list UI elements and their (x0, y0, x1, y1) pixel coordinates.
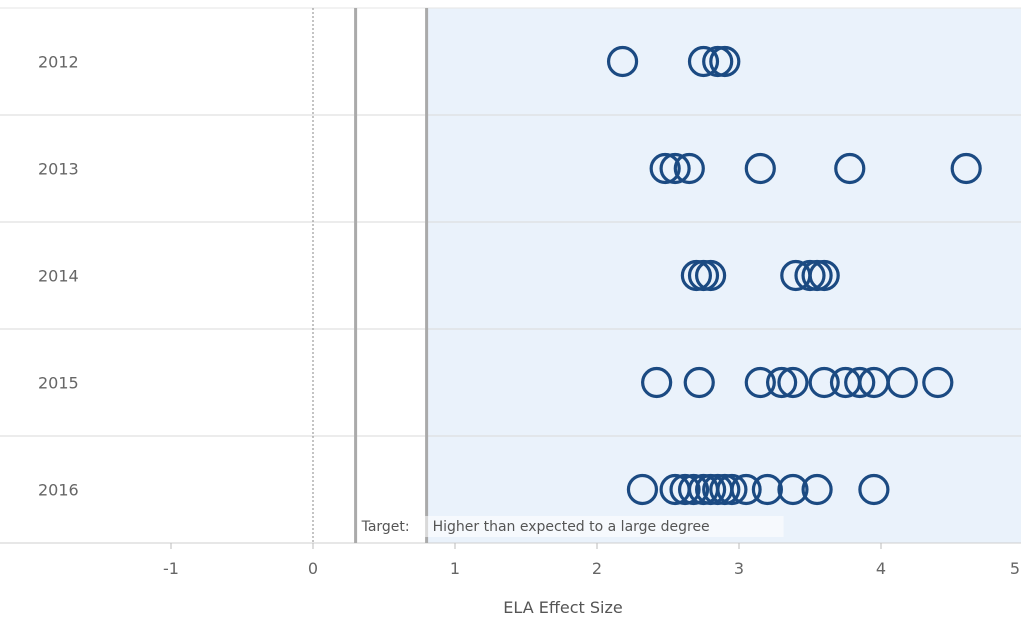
data-point-2014[interactable] (808, 259, 840, 292)
data-point-2015[interactable] (808, 366, 840, 399)
row-label-2015: 2015 (38, 374, 79, 393)
data-point-2016[interactable] (669, 473, 701, 506)
x-tick-label: 4 (876, 559, 886, 578)
x-axis-title: ELA Effect Size (503, 598, 622, 617)
data-point-2016[interactable] (694, 473, 727, 506)
data-point-2012[interactable] (709, 45, 741, 78)
data-point-2014[interactable] (680, 259, 713, 292)
data-point-2014[interactable] (801, 259, 833, 292)
data-point-2015[interactable] (922, 366, 954, 399)
data-point-2013[interactable] (834, 152, 866, 185)
data-point-2015[interactable] (886, 366, 918, 399)
data-point-2014[interactable] (794, 259, 826, 292)
x-tick-label: -1 (163, 559, 179, 578)
data-point-2015[interactable] (641, 366, 673, 399)
row-label-2016: 2016 (38, 481, 79, 500)
data-point-2013[interactable] (673, 152, 705, 185)
data-point-2016[interactable] (677, 473, 710, 506)
row-label-2014: 2014 (38, 267, 79, 286)
x-tick-label: 3 (734, 559, 744, 578)
data-point-2015[interactable] (744, 366, 776, 399)
data-point-2016[interactable] (801, 473, 833, 506)
data-point-2013[interactable] (744, 152, 776, 185)
data-point-2016[interactable] (777, 473, 809, 506)
row-label-2013: 2013 (38, 160, 79, 179)
data-point-2012[interactable] (687, 45, 720, 78)
data-point-2015[interactable] (765, 366, 798, 399)
annotation-background (358, 516, 784, 537)
data-point-2012[interactable] (702, 45, 734, 78)
x-tick-label: 5 (1010, 559, 1020, 578)
data-point-2013[interactable] (950, 152, 982, 185)
annotation-prefix: Target: (361, 519, 410, 535)
x-tick-label: 1 (450, 559, 460, 578)
data-point-2014[interactable] (687, 259, 720, 292)
annotation-text: Higher than expected to a large degree (433, 519, 710, 535)
data-point-2016[interactable] (716, 473, 748, 506)
data-point-2015[interactable] (683, 366, 715, 399)
data-point-2015[interactable] (844, 366, 876, 399)
row-label-2012: 2012 (38, 53, 79, 72)
data-point-2013[interactable] (659, 152, 691, 185)
x-tick-label: 0 (308, 559, 318, 578)
data-point-2016[interactable] (709, 473, 741, 506)
data-point-2016[interactable] (751, 473, 784, 506)
data-point-2015[interactable] (777, 366, 809, 399)
data-point-2016[interactable] (858, 473, 890, 506)
data-point-2016[interactable] (626, 473, 659, 506)
data-point-2016[interactable] (730, 473, 762, 506)
data-point-2013[interactable] (649, 152, 681, 185)
data-point-2014[interactable] (694, 259, 727, 292)
x-tick-label: 2 (592, 559, 602, 578)
data-point-2012[interactable] (606, 45, 639, 78)
